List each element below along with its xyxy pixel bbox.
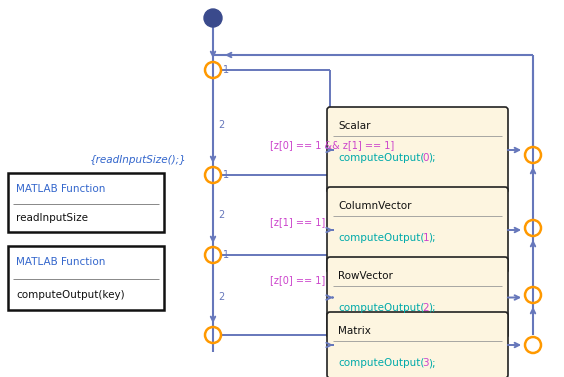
Text: ColumnVector: ColumnVector: [338, 201, 412, 211]
Text: Scalar: Scalar: [338, 121, 371, 131]
Circle shape: [204, 9, 222, 27]
Text: 2: 2: [218, 292, 224, 302]
Text: MATLAB Function: MATLAB Function: [16, 184, 105, 194]
Text: );: );: [429, 153, 436, 163]
FancyBboxPatch shape: [327, 257, 508, 338]
Text: [z[1] == 1]: [z[1] == 1]: [270, 217, 325, 227]
Text: [z[0] == 1 && z[1] == 1]: [z[0] == 1 && z[1] == 1]: [270, 140, 394, 150]
Text: );: );: [429, 358, 436, 368]
Text: 2: 2: [218, 120, 224, 130]
Text: 1: 1: [223, 65, 229, 75]
Text: readInputSize: readInputSize: [16, 213, 88, 223]
Text: 2: 2: [218, 210, 224, 220]
Text: );: );: [429, 233, 436, 243]
Text: 1: 1: [223, 170, 229, 180]
Text: 0: 0: [422, 153, 429, 163]
Text: computeOutput(: computeOutput(: [338, 358, 424, 368]
Text: [z[0] == 1]: [z[0] == 1]: [270, 275, 325, 285]
Text: RowVector: RowVector: [338, 271, 393, 281]
Text: MATLAB Function: MATLAB Function: [16, 257, 105, 267]
Text: computeOutput(: computeOutput(: [338, 303, 424, 313]
Text: 2: 2: [422, 303, 429, 313]
Text: 1: 1: [223, 250, 229, 260]
Text: {readInputSize();}: {readInputSize();}: [90, 155, 187, 165]
FancyBboxPatch shape: [327, 107, 508, 193]
Text: Matrix: Matrix: [338, 326, 371, 336]
Text: );: );: [429, 303, 436, 313]
FancyBboxPatch shape: [8, 246, 164, 310]
FancyBboxPatch shape: [327, 187, 508, 273]
Text: computeOutput(: computeOutput(: [338, 153, 424, 163]
FancyBboxPatch shape: [8, 173, 164, 232]
Text: 3: 3: [422, 358, 429, 368]
Text: computeOutput(key): computeOutput(key): [16, 290, 125, 300]
FancyBboxPatch shape: [327, 312, 508, 377]
Text: computeOutput(: computeOutput(: [338, 233, 424, 243]
Text: 1: 1: [422, 233, 429, 243]
